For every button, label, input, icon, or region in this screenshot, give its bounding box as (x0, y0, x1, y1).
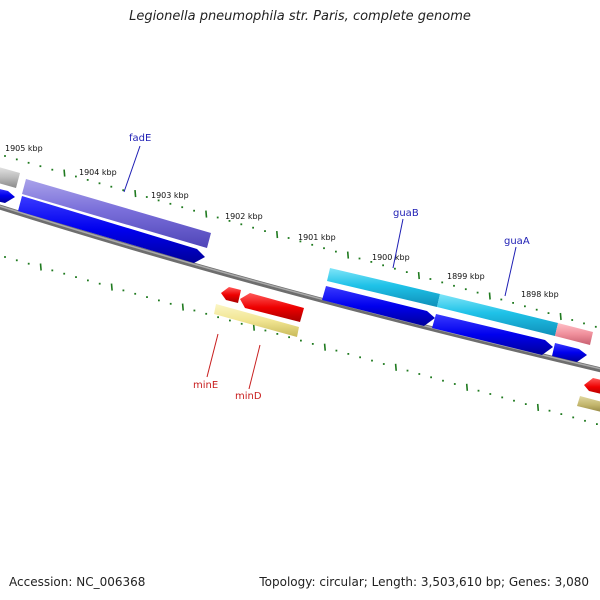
feature-fadE (22, 179, 211, 248)
gene-label-minE: minE (193, 380, 218, 391)
cds-guaB (322, 286, 435, 326)
feature-grey (0, 167, 20, 188)
major-tick (488, 292, 491, 300)
forward-features (0, 167, 593, 362)
kbp-labels: 1905 kbp 1904 kbp 1903 kbp 1902 kbp 1901… (5, 144, 559, 299)
gene-label-guaA: guaA (504, 236, 530, 247)
kbp-label-1899: 1899 kbp (447, 272, 485, 281)
major-tick (205, 210, 208, 218)
outer-tick-ring (4, 155, 597, 328)
callout-guaA (504, 246, 517, 297)
gene-callouts (123, 145, 517, 390)
gene-label-minD: minD (235, 391, 262, 402)
cds-minE (221, 287, 241, 303)
cds-minD (240, 293, 304, 322)
cds-forward-0 (0, 189, 15, 203)
inner-tick-ring (4, 256, 598, 425)
cds-guaA (432, 314, 553, 355)
major-tick (134, 190, 137, 198)
gene-label-fadE: fadE (129, 133, 151, 144)
callout-guaB (392, 218, 404, 269)
gene-labels: fadE guaB guaA minE minD (129, 133, 530, 402)
gene-label-guaB: guaB (393, 208, 419, 219)
major-tick (63, 169, 66, 177)
map-title: Legionella pneumophila str. Paris, compl… (129, 9, 471, 24)
cds-fadE (18, 196, 205, 263)
kbp-label-1898: 1898 kbp (521, 290, 559, 299)
accession-text: Accession: NC_006368 (9, 575, 146, 589)
major-tick (536, 403, 540, 411)
callout-fadE (123, 145, 141, 193)
feature-minE-minD (214, 304, 299, 337)
major-tick (559, 312, 562, 321)
feature-pink (555, 323, 593, 345)
major-tick (39, 263, 42, 271)
feature-olive (577, 396, 600, 412)
kbp-label-1902: 1902 kbp (225, 212, 263, 221)
genome-summary-text: Topology: circular; Length: 3,503,610 bp… (259, 575, 589, 589)
cds-forward-end (552, 343, 587, 362)
kbp-label-1904: 1904 kbp (79, 168, 117, 177)
kbp-label-1903: 1903 kbp (151, 191, 189, 200)
major-tick (346, 251, 350, 259)
feature-guaA (437, 294, 558, 336)
reverse-features (214, 287, 600, 412)
kbp-label-1905: 1905 kbp (5, 144, 43, 153)
cds-reverse-end (584, 378, 600, 394)
major-tick (110, 283, 113, 291)
kbp-label-1901: 1901 kbp (298, 233, 336, 242)
feature-guaB (327, 268, 440, 307)
major-tick (417, 272, 420, 280)
major-tick (394, 363, 397, 371)
callout-minE (206, 333, 219, 378)
kbp-label-1900: 1900 kbp (372, 253, 410, 262)
major-tick (276, 231, 279, 239)
major-tick (181, 303, 184, 311)
major-tick (465, 383, 469, 391)
major-tick (323, 343, 326, 351)
callout-minD (248, 344, 261, 390)
